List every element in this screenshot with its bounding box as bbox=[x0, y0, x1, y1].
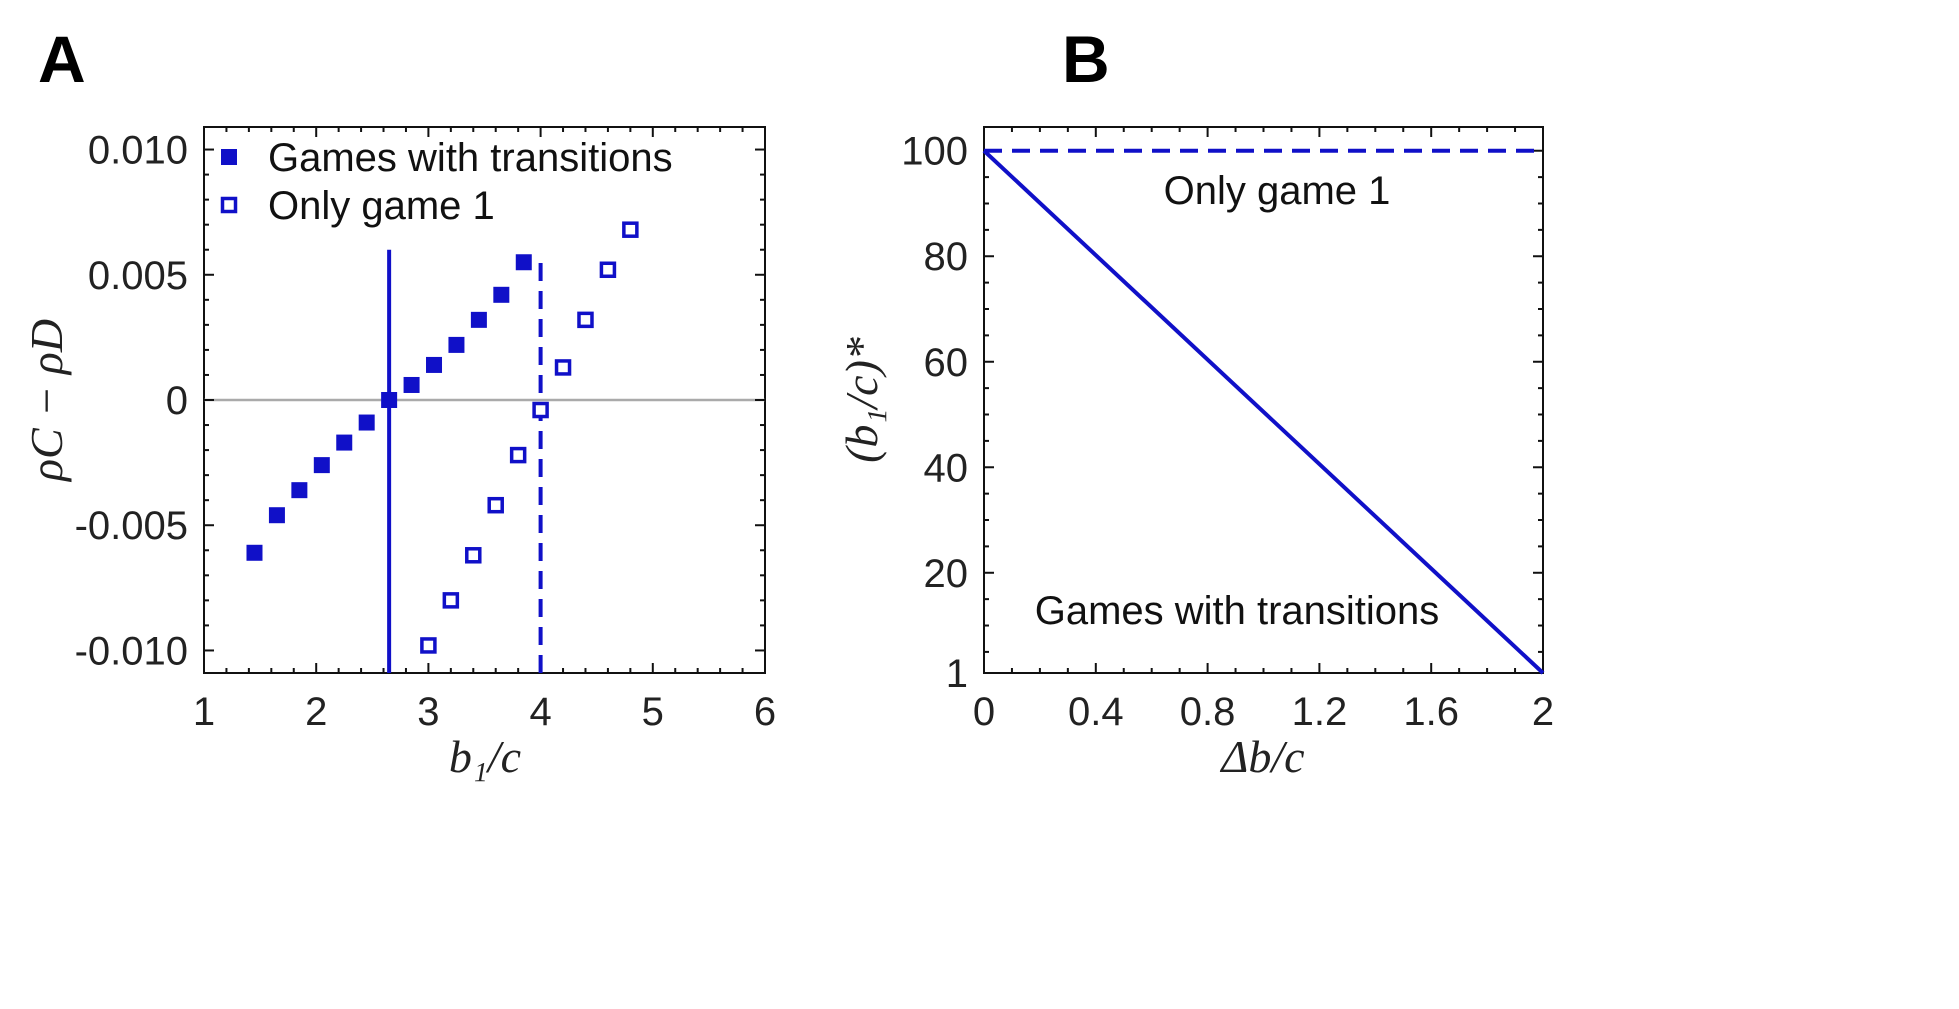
point-games-with-transitions bbox=[515, 254, 532, 271]
panel-b-y-tick-label: 100 bbox=[901, 130, 968, 174]
panel-b-y-tick-label: 40 bbox=[924, 446, 969, 490]
panel-b-series bbox=[982, 148, 1545, 675]
panel-a-y-axis-label: ρC − ρD bbox=[21, 319, 72, 483]
point-only-game-1 bbox=[442, 592, 460, 609]
point-games-with-transitions bbox=[246, 544, 263, 561]
legend-marker-only-game-1 bbox=[220, 196, 238, 214]
panel-a-ticks bbox=[203, 127, 766, 673]
point-games-with-transitions bbox=[403, 376, 420, 393]
panel-b-chart: 0 0.4 0.8 1.2 1.6 2 1 20 40 60 80 100 Only game 1 G… bbox=[836, 126, 1554, 782]
panel-b-tick-labels: 0 0.4 0.8 1.2 1.6 2 1 20 40 60 80 100 bbox=[901, 130, 1554, 734]
panel-a-y-tick-label: 0.005 bbox=[88, 254, 188, 298]
panel-a-y-tick-label: -0.010 bbox=[75, 629, 188, 673]
point-only-game-1 bbox=[554, 359, 572, 376]
point-games-with-transitions bbox=[448, 336, 465, 353]
panel-b-y-tick-label: 80 bbox=[924, 235, 969, 279]
panel-letter-a: A bbox=[38, 22, 86, 96]
panel-b-x-tick-label: 1.2 bbox=[1292, 690, 1348, 734]
point-games-with-transitions bbox=[493, 286, 510, 303]
panel-b-annotation-only-game-1: Only game 1 bbox=[1164, 169, 1391, 213]
point-only-game-1 bbox=[487, 496, 504, 514]
panel-b-ticks bbox=[983, 127, 1544, 674]
point-only-game-1 bbox=[509, 446, 527, 464]
panel-b-y-tick-label: 60 bbox=[924, 341, 969, 385]
point-games-with-transitions bbox=[470, 311, 487, 328]
panel-b-x-tick-label: 2 bbox=[1532, 690, 1554, 734]
point-only-game-1 bbox=[622, 221, 639, 238]
panel-b-annotation-games-with-transitions: Games with transitions bbox=[1035, 589, 1440, 633]
panel-a-y-tick-label: -0.005 bbox=[75, 504, 188, 548]
point-games-with-transitions bbox=[291, 482, 308, 499]
panel-b-x-tick-label: 0.4 bbox=[1068, 690, 1124, 734]
legend-label-only-game-1: Only game 1 bbox=[268, 184, 495, 228]
panel-b-x-tick-label: 1.6 bbox=[1403, 690, 1459, 734]
legend-marker-games-with-transitions bbox=[221, 149, 237, 165]
point-only-game-1 bbox=[577, 311, 594, 329]
point-only-game-1 bbox=[420, 637, 437, 654]
point-games-with-transitions bbox=[426, 356, 443, 373]
panel-b-y-axis-label: (b₁/c)* bbox=[836, 337, 887, 463]
panel-a-x-axis-label: b₁/c bbox=[449, 731, 521, 782]
legend-label-games-with-transitions: Games with transitions bbox=[268, 136, 673, 180]
panel-b-line-games-with-transitions bbox=[982, 149, 1545, 675]
panel-a-y-tick-label: 0 bbox=[166, 379, 188, 423]
panel-a-x-tick-label: 6 bbox=[754, 690, 776, 734]
point-only-game-1 bbox=[599, 261, 617, 279]
point-only-game-1 bbox=[465, 547, 482, 564]
panel-b-x-axis-label: Δb/c bbox=[1219, 731, 1304, 782]
panel-b-y-tick-label: 20 bbox=[924, 552, 969, 596]
panel-a-legend: Games with transitions Only game 1 bbox=[220, 136, 673, 228]
point-only-game-1 bbox=[532, 401, 549, 419]
panel-a-x-tick-label: 2 bbox=[305, 690, 327, 734]
panel-b-x-tick-label: 0 bbox=[973, 690, 995, 734]
panel-letter-b: B bbox=[1062, 22, 1110, 96]
panel-b-y-tick-label: 1 bbox=[946, 652, 968, 696]
panel-a-x-tick-label: 5 bbox=[642, 690, 664, 734]
point-games-with-transitions bbox=[268, 507, 285, 524]
panel-a-x-tick-label: 4 bbox=[529, 690, 551, 734]
panel-a-x-tick-label: 1 bbox=[193, 690, 215, 734]
panel-b-x-tick-label: 0.8 bbox=[1180, 690, 1236, 734]
panel-a-tick-labels: 1 2 3 4 5 6 -0.010 -0.005 0 0.005 0.010 bbox=[75, 129, 777, 734]
point-games-with-transitions bbox=[381, 392, 398, 408]
point-games-with-transitions bbox=[358, 414, 375, 431]
point-games-with-transitions bbox=[313, 457, 330, 474]
panel-a-y-tick-label: 0.010 bbox=[88, 129, 188, 173]
point-games-with-transitions bbox=[336, 434, 353, 451]
panel-a-series bbox=[246, 221, 639, 673]
panel-a-x-tick-label: 3 bbox=[417, 690, 439, 734]
panel-a-chart: 1 2 3 4 5 6 -0.010 -0.005 0 0.005 0.010 Games with… bbox=[21, 126, 777, 782]
